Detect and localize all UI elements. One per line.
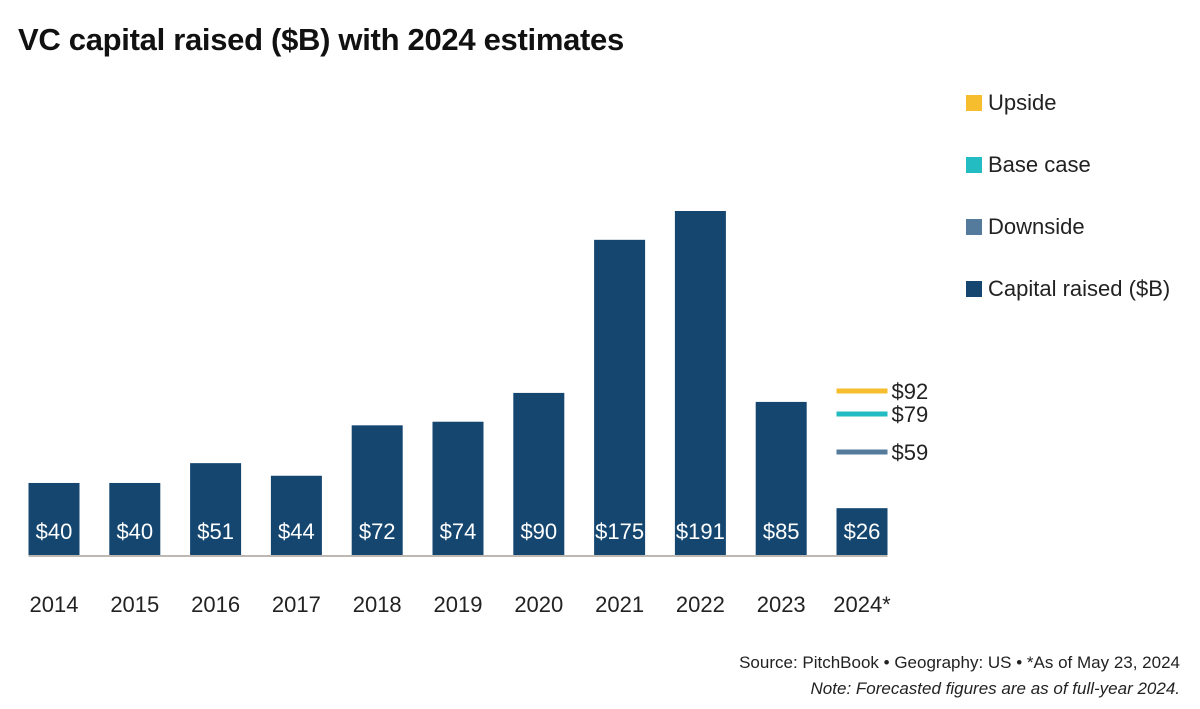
x-tick-label: 2014 bbox=[30, 592, 79, 617]
bar-value-label: $90 bbox=[520, 519, 557, 544]
legend-item-base-case: Base case bbox=[966, 150, 1170, 180]
bar bbox=[674, 211, 726, 555]
bar bbox=[836, 508, 888, 555]
legend-label: Upside bbox=[988, 90, 1057, 115]
bar bbox=[755, 401, 807, 555]
x-tick-label: 2019 bbox=[434, 592, 483, 617]
x-tick-label: 2015 bbox=[110, 592, 159, 617]
note-text: Note: Forecasted figures are as of full-… bbox=[810, 679, 1180, 698]
legend-item-downside: Downside bbox=[966, 212, 1170, 242]
bar bbox=[432, 421, 484, 555]
bar bbox=[594, 239, 646, 555]
legend-swatch-base-case bbox=[966, 157, 982, 173]
bar bbox=[513, 392, 565, 555]
legend-item-upside: Upside bbox=[966, 88, 1170, 118]
bar-value-label: $26 bbox=[844, 519, 881, 544]
x-tick-label: 2017 bbox=[272, 592, 321, 617]
estimate-value-label: $59 bbox=[892, 440, 929, 465]
bar-value-label: $40 bbox=[116, 519, 153, 544]
legend-item-capital-raised: Capital raised ($B) bbox=[966, 274, 1170, 304]
chart-title: VC capital raised ($B) with 2024 estimat… bbox=[18, 22, 624, 57]
bar bbox=[28, 482, 80, 555]
legend-label: Downside bbox=[988, 214, 1085, 239]
x-tick-label: 2016 bbox=[191, 592, 240, 617]
bar-value-label: $191 bbox=[676, 519, 725, 544]
bar-value-label: $175 bbox=[595, 519, 644, 544]
bar bbox=[351, 425, 403, 555]
legend-swatch-upside bbox=[966, 95, 982, 111]
x-tick-label: 2018 bbox=[353, 592, 402, 617]
bar-value-label: $85 bbox=[763, 519, 800, 544]
bar-value-label: $72 bbox=[359, 519, 396, 544]
bar bbox=[270, 475, 322, 555]
estimate-value-label: $79 bbox=[892, 402, 929, 427]
bar-value-label: $40 bbox=[36, 519, 73, 544]
legend-swatch-capital-raised bbox=[966, 281, 982, 297]
bar-value-label: $74 bbox=[440, 519, 477, 544]
bar-value-label: $44 bbox=[278, 519, 315, 544]
legend: Upside Base case Downside Capital raised… bbox=[966, 88, 1170, 336]
source-text: Source: PitchBook • Geography: US • *As … bbox=[739, 653, 1180, 672]
bar bbox=[109, 482, 161, 555]
chart-footer: Source: PitchBook • Geography: US • *As … bbox=[739, 650, 1180, 702]
x-tick-label: 2023 bbox=[757, 592, 806, 617]
legend-swatch-downside bbox=[966, 219, 982, 235]
x-tick-label: 2024* bbox=[833, 592, 891, 617]
x-tick-label: 2021 bbox=[595, 592, 644, 617]
bar bbox=[190, 463, 242, 555]
x-tick-label: 2022 bbox=[676, 592, 725, 617]
bar-value-label: $51 bbox=[197, 519, 234, 544]
legend-label: Base case bbox=[988, 152, 1091, 177]
x-tick-label: 2020 bbox=[514, 592, 563, 617]
estimate-value-label: $92 bbox=[892, 379, 929, 404]
legend-label: Capital raised ($B) bbox=[988, 276, 1171, 301]
